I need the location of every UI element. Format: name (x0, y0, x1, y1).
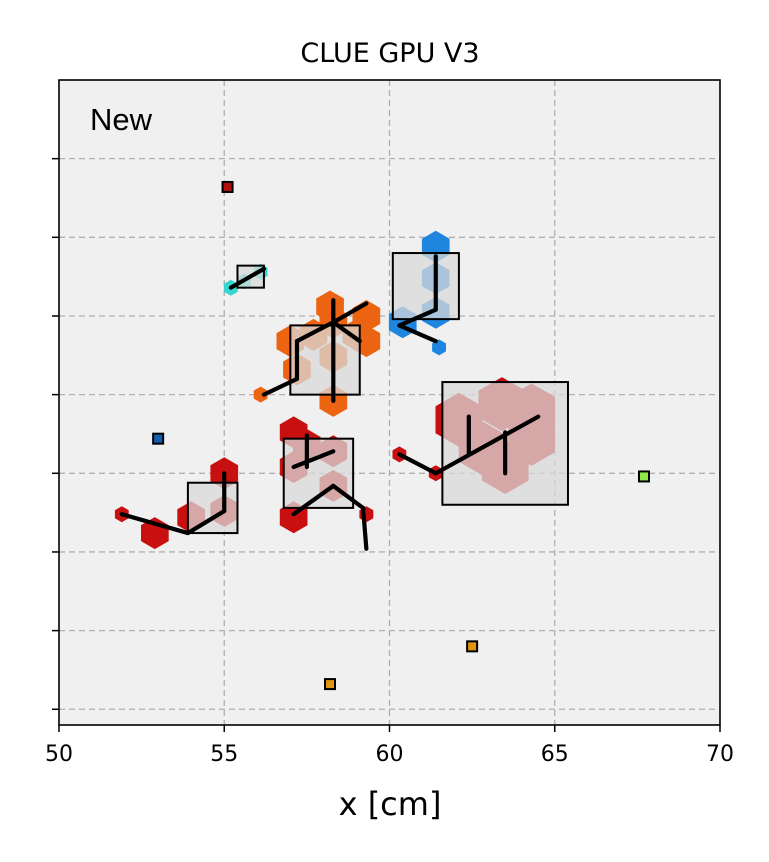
hit-hexagon (432, 339, 446, 356)
cluster-link (261, 376, 300, 397)
cluster-box (186, 481, 239, 535)
cluster-link (228, 266, 267, 290)
x-tick-label: 55 (210, 742, 238, 767)
x-tick-label: 50 (45, 742, 73, 767)
x-tick-label: 60 (376, 742, 404, 767)
cluster-links (119, 254, 541, 551)
isolated-point (152, 432, 165, 445)
axis-ticks: 50 55 60 65 70 (45, 157, 734, 767)
cluster-link (119, 512, 190, 536)
cluster-link (397, 452, 438, 476)
cluster-link (331, 301, 369, 325)
cluster-box (391, 252, 460, 321)
isolated-point (221, 180, 234, 193)
x-axis-label: x [cm] (339, 785, 442, 823)
cluster-link (291, 483, 336, 517)
cluster-link (331, 483, 366, 511)
isolated-point (637, 470, 650, 483)
x-tick-label: 70 (706, 742, 734, 767)
cluster-link (397, 307, 438, 328)
chart-title: CLUE GPU V3 (300, 38, 479, 69)
isolated-point (324, 678, 337, 691)
cluster-link (294, 320, 336, 344)
annotation-new: New (90, 102, 153, 137)
isolated-points (152, 180, 650, 691)
cluster-link (397, 323, 438, 344)
hit-hexagon (253, 386, 268, 403)
cluster-link (291, 449, 336, 470)
cluster-link (331, 320, 362, 344)
cluster-link (433, 414, 541, 476)
isolated-point (466, 640, 479, 653)
x-tick-label: 65 (541, 742, 569, 767)
cluster-link (185, 508, 227, 536)
cluster-link (360, 505, 369, 551)
